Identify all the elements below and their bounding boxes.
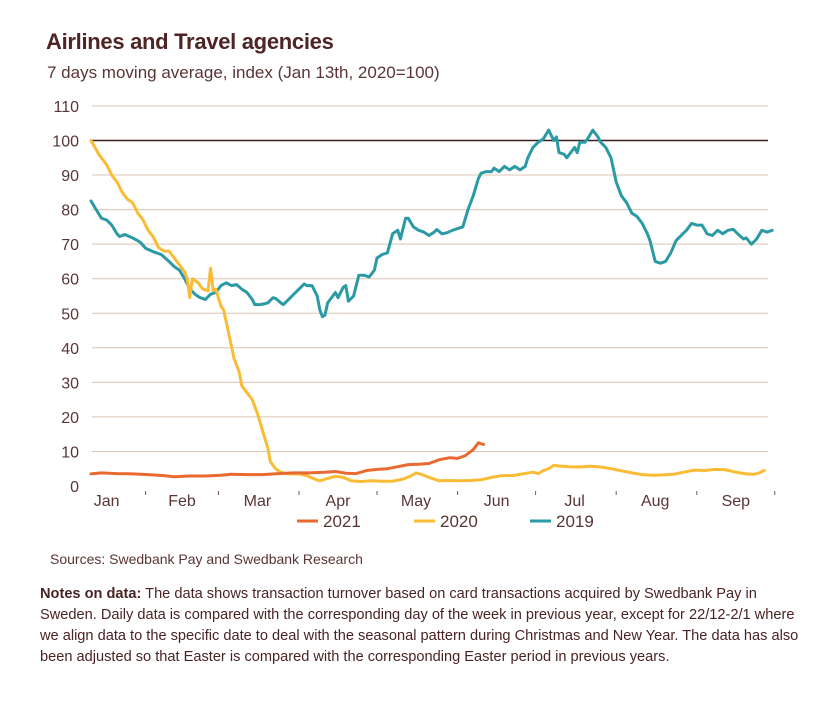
x-axis-labels: Jan Feb Mar Apr May Jun Jul Aug Sep [94, 491, 776, 510]
y-tick-label: 30 [61, 375, 79, 392]
x-tick-label: Jul [564, 493, 584, 510]
line-chart: 0 10 20 30 40 50 60 70 80 90 100 110 Jan Feb Mar Apr Ma… [52, 99, 776, 531]
legend-item-2021: 2021 [297, 512, 361, 531]
x-tick-label: Mar [244, 493, 272, 510]
y-tick-label: 70 [61, 237, 79, 254]
data-notes: Notes on data: The data shows transactio… [40, 584, 800, 668]
chart-subtitle: 7 days moving average, index (Jan 13th, … [47, 63, 440, 82]
y-tick-label: 0 [70, 479, 79, 496]
gridlines [92, 105, 768, 452]
legend-label: 2020 [440, 512, 478, 531]
y-tick-label: 90 [61, 168, 79, 185]
legend-label: 2019 [556, 512, 594, 531]
legend-item-2020: 2020 [414, 512, 478, 531]
y-tick-label: 100 [52, 134, 79, 151]
x-tick-label: Apr [326, 493, 352, 510]
y-tick-label: 60 [61, 272, 79, 289]
notes-label: Notes on data: [40, 586, 142, 602]
notes-text: The data shows transaction turnover base… [40, 586, 799, 665]
x-tick-label: Aug [641, 493, 669, 510]
y-tick-label: 50 [61, 306, 79, 323]
legend-item-2019: 2019 [530, 512, 594, 531]
x-tick-label: Jan [94, 493, 120, 510]
legend-label: 2021 [323, 512, 361, 531]
sources-note: Sources: Swedbank Pay and Swedbank Resea… [50, 551, 363, 567]
series-line-2020 [89, 139, 766, 483]
x-tick-label: Jun [484, 493, 510, 510]
chart-title: Airlines and Travel agencies [46, 29, 334, 54]
y-tick-label: 10 [61, 444, 79, 461]
series-line-2021 [89, 441, 486, 479]
series-line-2019 [89, 128, 774, 319]
y-tick-label: 20 [61, 410, 79, 427]
x-tick-label: May [401, 493, 431, 510]
x-tick-label: Feb [168, 493, 196, 510]
series-lines [89, 128, 774, 483]
y-tick-label: 40 [61, 341, 79, 358]
y-tick-label: 110 [53, 99, 79, 116]
legend: 2021 2020 2019 [297, 512, 594, 531]
y-tick-label: 80 [61, 203, 79, 220]
y-axis-labels: 0 10 20 30 40 50 60 70 80 90 100 110 [52, 99, 79, 496]
x-tick-label: Sep [722, 493, 751, 510]
